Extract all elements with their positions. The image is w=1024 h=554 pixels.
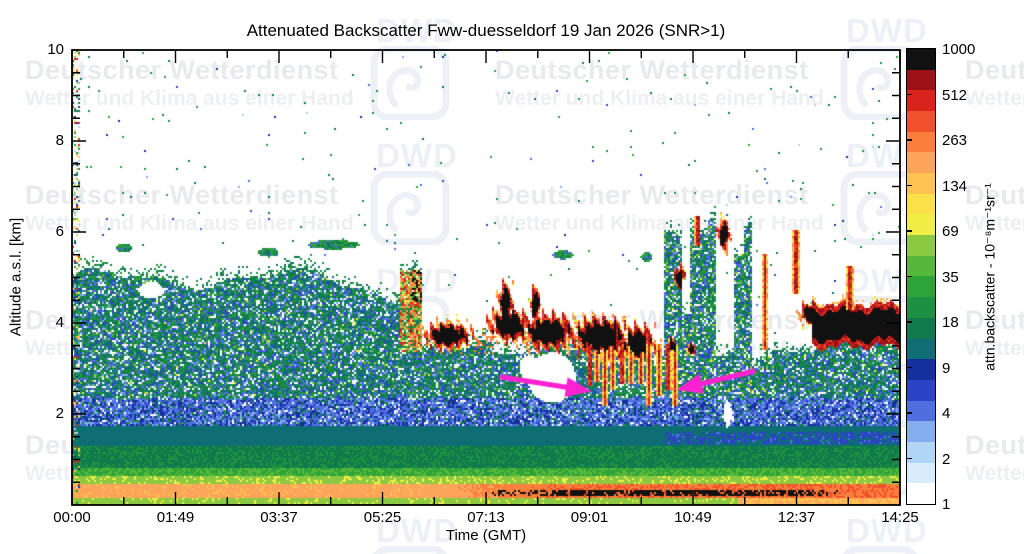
- colorbar-unit-label: attn.backscatter - 10⁻⁸m⁻¹sr⁻¹: [981, 183, 998, 371]
- colorbar-tick-label: 2: [942, 450, 951, 468]
- colorbar-segment: [907, 317, 935, 339]
- colorbar-segment: [907, 131, 935, 153]
- colorbar-segment: [907, 69, 935, 91]
- y-axis-label: Altitude a.s.l. [km]: [7, 217, 25, 337]
- colorbar-tick-label: 1000: [942, 41, 976, 58]
- colorbar-tick-label: 1: [942, 496, 951, 513]
- dwd-watermark-text: Deutscher WetterdienstWetter und Klima a…: [965, 430, 1024, 487]
- colorbar-segment: [907, 173, 935, 194]
- dwd-spiral-logo-icon: [372, 546, 448, 554]
- colorbar-segment: [907, 235, 935, 256]
- dwd-logo-text: DWD: [846, 512, 928, 549]
- colorbar-tick-label: 69: [942, 223, 959, 240]
- colorbar-segment: [907, 359, 935, 380]
- x-tick-label: 05:25: [363, 509, 402, 526]
- colorbar-segment: [907, 214, 935, 236]
- colorbar-tick: [907, 93, 912, 95]
- colorbar-segment: [907, 462, 935, 484]
- y-tick-label: 2: [55, 405, 64, 422]
- x-tick-label: 10:49: [674, 509, 712, 526]
- colorbar-tick-label: 4: [942, 405, 951, 422]
- y-tick-label: 10: [47, 41, 64, 58]
- y-tick-label: 6: [55, 223, 64, 240]
- watermark-line2: Wetter und Klima aus einer Hand: [965, 86, 1024, 110]
- colorbar-tick-label: 35: [942, 268, 959, 286]
- x-tick-label: 12:37: [777, 509, 816, 526]
- colorbar-tick: [907, 275, 912, 277]
- x-tick-label: 14:25: [881, 509, 919, 526]
- x-tick-label: 03:37: [260, 509, 298, 526]
- dwd-spiral-logo-icon: [842, 546, 918, 554]
- watermark-line2: Wetter und Klima aus einer Hand: [965, 336, 1024, 360]
- colorbar-segment: [907, 338, 935, 360]
- colorbar-tick: [907, 457, 912, 459]
- dwd-logo-text: DWD: [376, 512, 458, 549]
- colorbar-tick: [907, 412, 912, 414]
- watermark-line1: Deutscher Wetterdienst: [965, 305, 1024, 335]
- dwd-watermark-text: Deutscher WetterdienstWetter und Klima a…: [25, 550, 354, 554]
- x-tick-label: 00:00: [53, 509, 91, 526]
- colorbar-segment: [907, 297, 935, 318]
- colorbar-tick-label: 134: [942, 177, 968, 195]
- colorbar-segment: [907, 152, 935, 173]
- dwd-watermark-text: Deutscher WetterdienstWetter und Klima a…: [965, 550, 1024, 554]
- colorbar-segment: [907, 255, 935, 277]
- watermark-line2: Wetter und Klima aus einer Hand: [965, 461, 1024, 485]
- x-tick-label: 09:01: [570, 509, 609, 526]
- colorbar: [906, 48, 936, 505]
- dwd-logo-text: DWD: [846, 12, 928, 49]
- colorbar-segment: [907, 400, 935, 422]
- colorbar-segment: [907, 483, 935, 504]
- x-tick-label: 07:13: [467, 509, 505, 526]
- colorbar-segment: [907, 110, 935, 132]
- colorbar-segment: [907, 441, 935, 463]
- colorbar-tick-label: 263: [942, 132, 968, 149]
- watermark-line1: Deutscher Wetterdienst: [25, 550, 354, 554]
- colorbar-tick-label: 9: [942, 359, 951, 377]
- x-tick-label: 01:49: [156, 509, 195, 526]
- colorbar-tick: [907, 230, 912, 232]
- colorbar-tick-label: 512: [942, 86, 968, 104]
- y-tick-label: 8: [55, 132, 64, 149]
- dwd-watermark-text: Deutscher WetterdienstWetter und Klima a…: [495, 550, 824, 554]
- watermark-line1: Deutscher Wetterdienst: [965, 550, 1024, 554]
- watermark-line2: Wetter und Klima aus einer Hand: [965, 211, 1024, 235]
- y-tick-label: 4: [55, 314, 64, 331]
- colorbar-segment: [907, 276, 935, 298]
- colorbar-tick: [907, 139, 912, 141]
- watermark-line1: Deutscher Wetterdienst: [965, 430, 1024, 460]
- colorbar-segment: [907, 421, 935, 442]
- x-axis-label: Time (GMT): [445, 527, 527, 544]
- dwd-watermark-text: Deutscher WetterdienstWetter und Klima a…: [965, 55, 1024, 112]
- watermark-line1: Deutscher Wetterdienst: [965, 180, 1024, 210]
- colorbar-tick: [907, 366, 912, 368]
- watermark-line1: Deutscher Wetterdienst: [965, 55, 1024, 85]
- backscatter-heatmap: [72, 50, 900, 505]
- dwd-watermark-text: Deutscher WetterdienstWetter und Klima a…: [965, 180, 1024, 237]
- colorbar-tick-label: 18: [942, 314, 959, 331]
- colorbar-segment: [907, 193, 935, 215]
- colorbar-segment: [907, 379, 935, 401]
- colorbar-tick: [907, 184, 912, 186]
- colorbar-tick: [907, 321, 912, 323]
- dwd-watermark-text: Deutscher WetterdienstWetter und Klima a…: [965, 305, 1024, 362]
- page-title: Attenuated Backscatter Fww-duesseldorf 1…: [246, 21, 726, 40]
- colorbar-segment: [907, 48, 935, 70]
- dwd-logo-text: DWD: [376, 12, 458, 49]
- watermark-line1: Deutscher Wetterdienst: [495, 550, 824, 554]
- colorbar-segment: [907, 90, 935, 111]
